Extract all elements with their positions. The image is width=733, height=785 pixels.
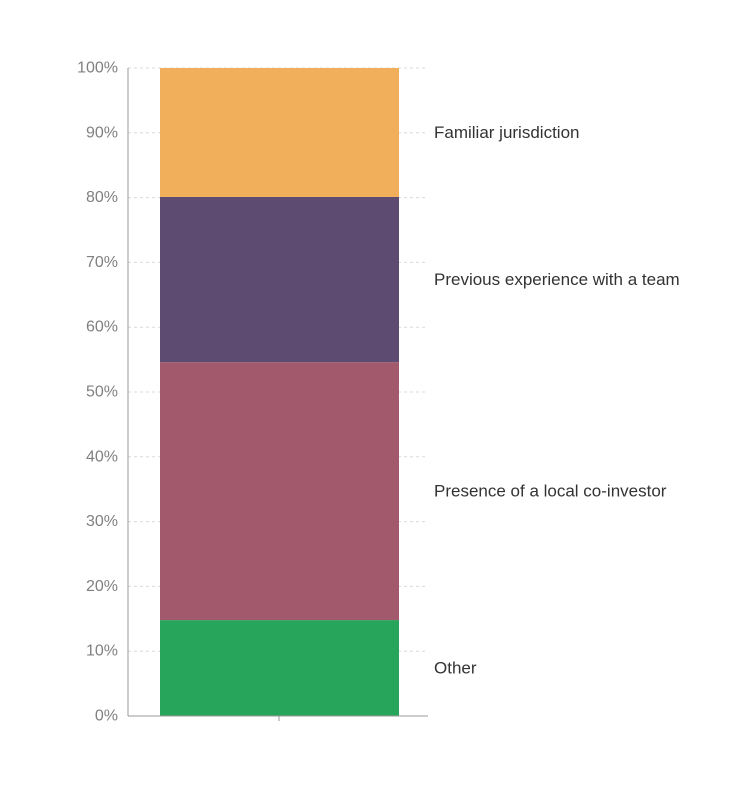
y-tick-label: 10% <box>86 643 118 660</box>
segment-label: Previous experience with a team <box>434 270 680 289</box>
bar-segment-4[interactable] <box>160 68 399 197</box>
y-tick-label: 90% <box>86 124 118 141</box>
y-tick-label: 0% <box>95 708 118 725</box>
y-tick-label: 100% <box>77 60 118 77</box>
bar-segment-3[interactable] <box>160 196 399 363</box>
segment-label: Presence of a local co-investor <box>434 482 667 501</box>
y-tick-label: 50% <box>86 384 118 401</box>
y-tick-label: 40% <box>86 448 118 465</box>
y-tick-label: 20% <box>86 578 118 595</box>
segment-label: Familiar jurisdiction <box>434 123 579 142</box>
segment-label: Other <box>434 659 477 678</box>
y-tick-label: 30% <box>86 513 118 530</box>
y-tick-label: 70% <box>86 254 118 271</box>
bar-stack <box>160 68 399 716</box>
segment-labels: Other Presence of a local co-investor Prev… <box>434 123 680 678</box>
bar-segment-1[interactable] <box>160 620 399 716</box>
y-tick-label: 60% <box>86 319 118 336</box>
axes <box>127 68 428 721</box>
bar-segment-2[interactable] <box>160 362 399 621</box>
y-tick-label: 80% <box>86 189 118 206</box>
y-tick-labels: 0% 10% 20% 30% 40% 50% 60% 70% 80% 90% 100% <box>77 60 118 725</box>
